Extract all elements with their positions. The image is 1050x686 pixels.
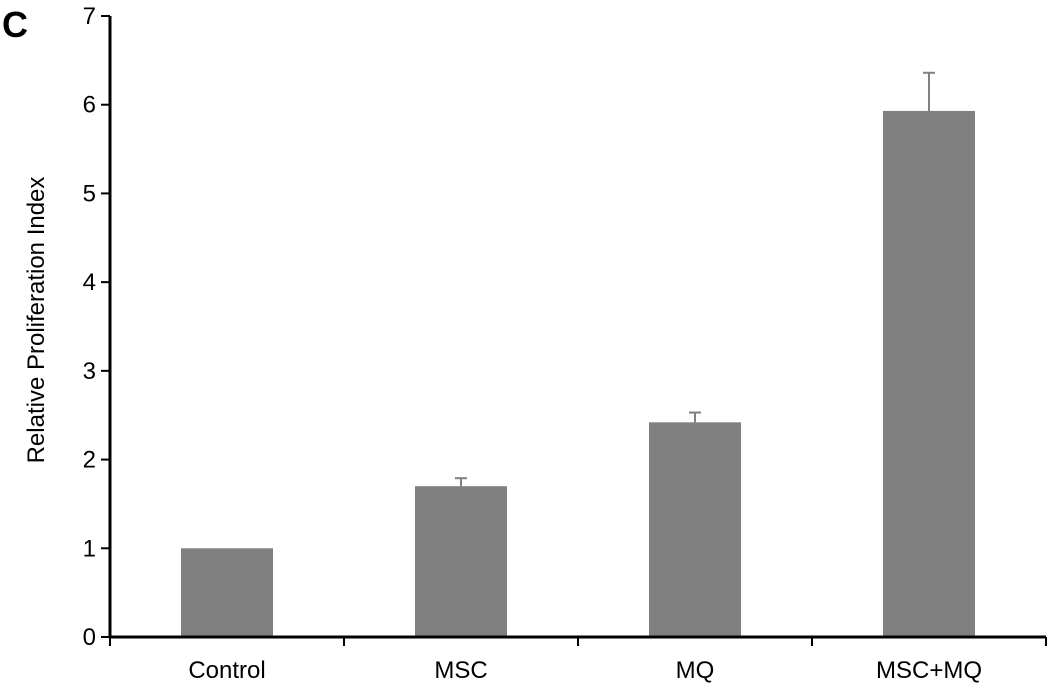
x-tick-label-msc: MSC	[434, 657, 487, 684]
bar-msc-mq	[883, 110, 975, 637]
bars-layer	[181, 110, 975, 637]
x-ticks-layer: Control MSC MQ MSC+MQ	[109, 637, 1047, 684]
x-tick-label-msc-mq: MSC+MQ	[876, 657, 982, 684]
y-tick-label-3: 3	[83, 358, 96, 385]
error-bars-layer	[455, 71, 935, 487]
bar-control	[181, 548, 273, 637]
y-tick-label-2: 2	[83, 447, 96, 474]
y-ticks-layer: 0 1 2 3 4 5 6 7	[83, 3, 110, 651]
x-tick-label-control: Control	[188, 657, 265, 684]
y-tick-label-6: 6	[83, 92, 96, 119]
y-tick-label-1: 1	[83, 535, 96, 562]
panel-label: C	[2, 4, 28, 45]
y-tick-label-7: 7	[83, 3, 96, 30]
y-tick-label-4: 4	[83, 269, 96, 296]
y-axis-title: Relative Proliferation Index	[23, 177, 50, 464]
bar-msc	[415, 486, 507, 637]
y-tick-label-0: 0	[83, 624, 96, 651]
bar-mq	[649, 422, 741, 637]
x-tick-label-mq: MQ	[676, 657, 715, 684]
y-tick-label-5: 5	[83, 180, 96, 207]
